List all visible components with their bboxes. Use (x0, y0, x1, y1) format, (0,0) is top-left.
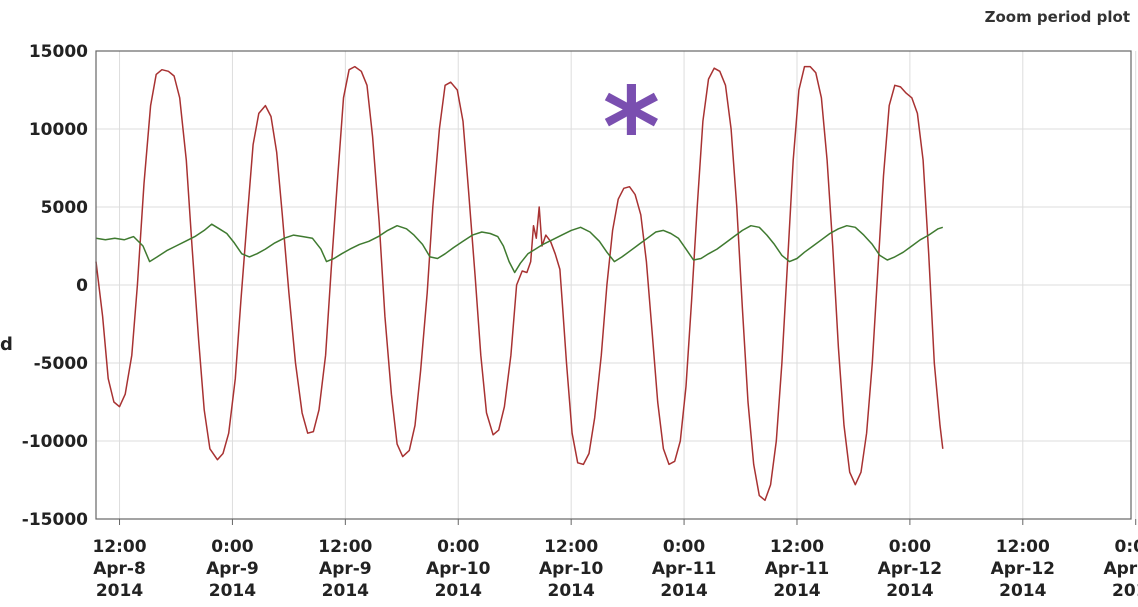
x-tick-label: Apr-11 (765, 559, 829, 579)
x-tick-label: 0:00 (211, 537, 253, 557)
x-tick-label: 2014 (773, 581, 820, 601)
y-tick-label: 10000 (29, 120, 88, 140)
x-tick-label: Apr-9 (206, 559, 259, 579)
series-line-2 (95, 223, 944, 274)
y-tick-label: -5000 (34, 354, 89, 374)
x-tick-label: Apr-12 (991, 559, 1055, 579)
x-tick-label: 2014 (96, 581, 143, 601)
x-tick-label: 2014 (209, 581, 256, 601)
x-tick-label: 2014 (435, 581, 482, 601)
x-tick-label: Apr-10 (426, 559, 491, 579)
x-tick-label: 12:00 (318, 537, 372, 557)
x-tick-label: 12:00 (92, 537, 146, 557)
y-tick-label: 0 (76, 276, 88, 296)
x-tick-label: 2014 (1112, 581, 1138, 601)
x-axis: 12:00Apr-820140:00Apr-9201412:00Apr-9201… (92, 519, 1138, 601)
x-tick-label: 12:00 (770, 537, 824, 557)
y-axis: 15000 10000 5000 0 -5000 -10000 -15000 (22, 42, 88, 530)
x-tick-label: 2014 (886, 581, 933, 601)
y-axis-label: d (0, 334, 13, 355)
x-tick-label: Apr-8 (93, 559, 146, 579)
zoom-period-plot-link[interactable]: Zoom period plot (984, 8, 1130, 26)
series-line-1 (95, 65, 944, 502)
y-tick-label: -15000 (22, 510, 88, 530)
x-tick-label: Apr-11 (652, 559, 716, 579)
x-tick-label: 0:00 (1115, 537, 1138, 557)
x-tick-label: Apr-12 (878, 559, 942, 579)
x-tick-label: 0:00 (663, 537, 705, 557)
x-tick-label: Apr-13 (1103, 559, 1138, 579)
x-tick-label: 2014 (999, 581, 1046, 601)
y-tick-label: -10000 (22, 432, 88, 452)
y-tick-label: 5000 (41, 198, 88, 218)
plot-frame (95, 50, 1132, 520)
x-tick-label: 2014 (547, 581, 594, 601)
y-tick-label: 15000 (29, 42, 88, 62)
x-tick-label: 0:00 (889, 537, 931, 557)
x-tick-label: 2014 (322, 581, 369, 601)
x-tick-label: 0:00 (437, 537, 479, 557)
annotation-asterisk: * (603, 63, 661, 191)
x-tick-label: 12:00 (996, 537, 1050, 557)
x-tick-label: 12:00 (544, 537, 598, 557)
grid (96, 50, 1137, 520)
x-tick-label: Apr-10 (539, 559, 604, 579)
x-tick-label: 2014 (660, 581, 707, 601)
series-layer (95, 65, 944, 502)
x-tick-label: Apr-9 (319, 559, 372, 579)
